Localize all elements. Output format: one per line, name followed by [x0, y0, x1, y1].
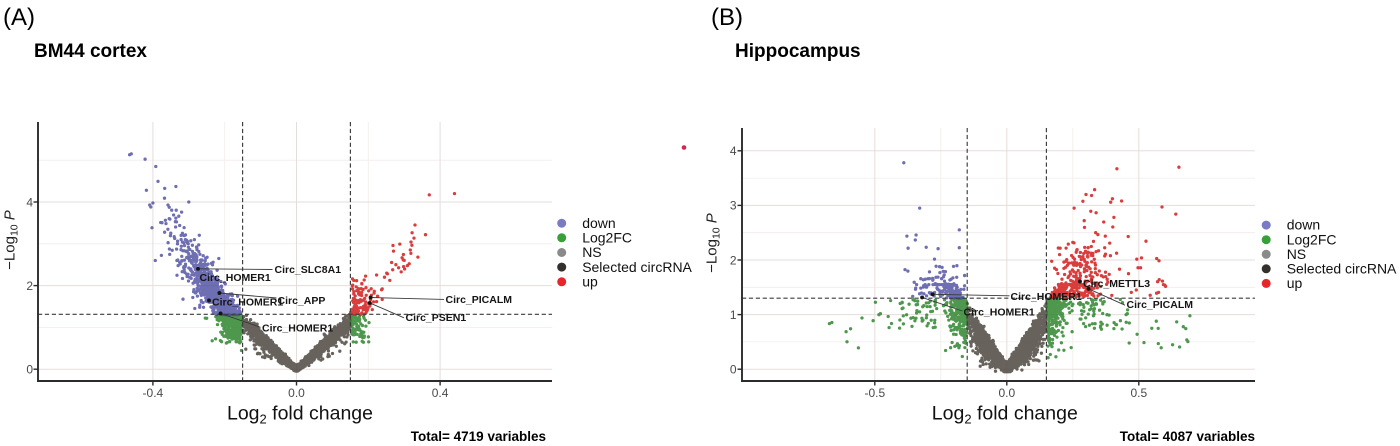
svg-text:(B): (B): [711, 4, 743, 31]
svg-text:1: 1: [730, 308, 737, 322]
svg-text:Total= 4087 variables: Total= 4087 variables: [1120, 429, 1255, 444]
svg-text:-0.4: -0.4: [143, 386, 164, 400]
svg-text:Circ_PSEN1: Circ_PSEN1: [406, 312, 467, 324]
svg-text:Circ_METTL3: Circ_METTL3: [1083, 278, 1150, 290]
svg-text:0: 0: [26, 363, 33, 377]
svg-text:(A): (A): [3, 4, 35, 31]
svg-text:Log2 fold change: Log2 fold change: [227, 403, 373, 427]
svg-text:0: 0: [730, 363, 737, 377]
svg-text:Total= 4719 variables: Total= 4719 variables: [411, 429, 546, 444]
svg-text:down: down: [1287, 217, 1320, 233]
svg-text:Log2FC: Log2FC: [1287, 231, 1337, 247]
svg-text:NS: NS: [1287, 246, 1306, 262]
svg-text:Log2FC: Log2FC: [582, 229, 632, 245]
svg-text:Circ_PICALM: Circ_PICALM: [446, 294, 513, 306]
svg-text:2: 2: [26, 279, 33, 293]
svg-text:Circ_SLC8A1: Circ_SLC8A1: [275, 264, 342, 276]
svg-text:-0.5: -0.5: [864, 386, 885, 400]
svg-text:Circ_HOMER1: Circ_HOMER1: [1011, 291, 1082, 303]
svg-text:0.5: 0.5: [1130, 386, 1147, 400]
svg-text:Circ_HOMER1: Circ_HOMER1: [200, 272, 271, 284]
svg-text:0.0: 0.0: [998, 386, 1015, 400]
svg-text:NS: NS: [582, 244, 601, 260]
svg-text:BM44 cortex: BM44 cortex: [34, 41, 147, 62]
svg-text:Circ_PICALM: Circ_PICALM: [1127, 299, 1194, 311]
svg-text:Circ_APP: Circ_APP: [278, 295, 326, 307]
svg-text:−Log10 P: −Log10 P: [2, 210, 21, 270]
svg-text:down: down: [582, 215, 615, 231]
svg-text:Circ_HOMER1: Circ_HOMER1: [964, 307, 1035, 319]
svg-text:3: 3: [730, 199, 737, 213]
svg-text:up: up: [582, 273, 598, 289]
svg-text:2: 2: [730, 253, 737, 267]
svg-text:Circ_HOMER1: Circ_HOMER1: [212, 297, 283, 309]
svg-text:−Log10 P: −Log10 P: [704, 213, 723, 273]
svg-text:Hippocampus: Hippocampus: [735, 41, 861, 62]
svg-text:0.4: 0.4: [432, 386, 449, 400]
svg-text:4: 4: [730, 144, 737, 158]
svg-text:Selected circRNA: Selected circRNA: [582, 259, 692, 275]
svg-text:up: up: [1287, 275, 1303, 291]
svg-text:Selected circRNA: Selected circRNA: [1287, 260, 1397, 276]
svg-text:4: 4: [26, 195, 33, 209]
svg-text:0.0: 0.0: [288, 386, 305, 400]
svg-text:Log2 fold change: Log2 fold change: [932, 403, 1078, 427]
svg-text:Circ_HOMER1: Circ_HOMER1: [262, 323, 333, 335]
